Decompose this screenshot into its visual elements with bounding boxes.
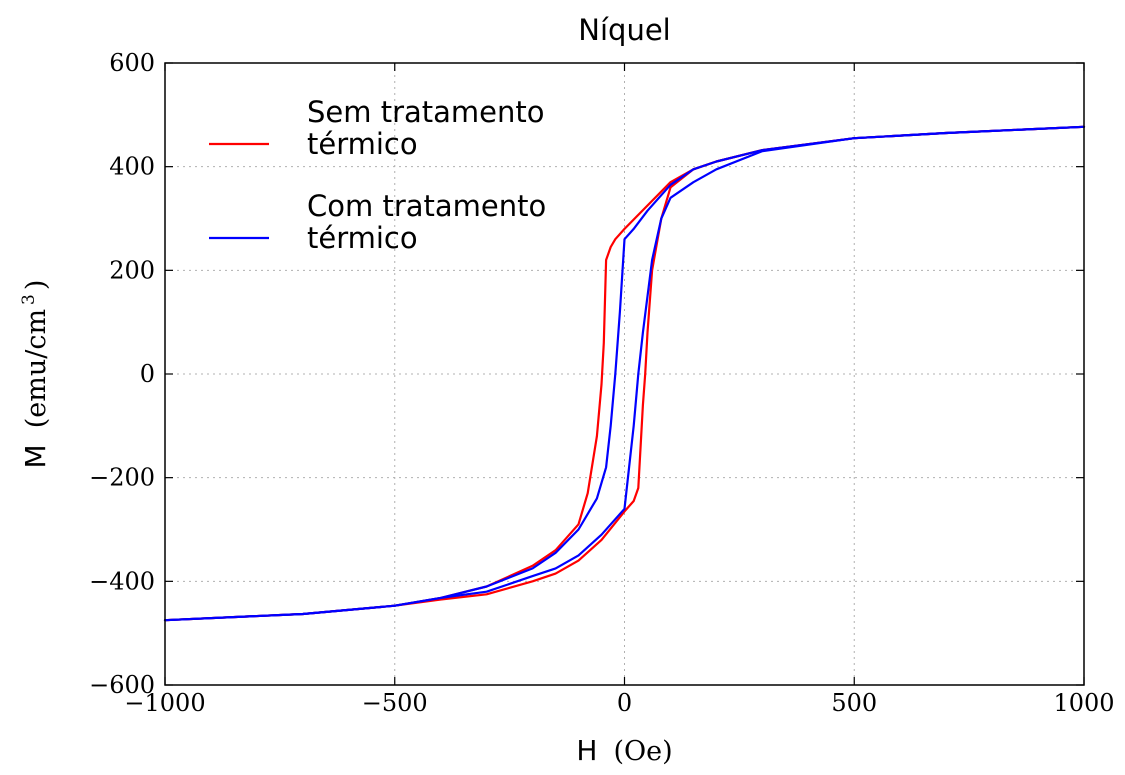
y-tick-label: 200 [109,256,155,284]
legend-label-2-line-2: térmico [307,221,418,255]
y-axis-label: M (emu/cm 3 ) [19,280,52,469]
legend-label-1-line-2: térmico [307,127,418,161]
legend-label-1-line-1: Sem tratamento [307,95,545,129]
y-axis-unit: (emu/cm [21,309,52,428]
series-2-branch-1 [163,125,1086,622]
x-tick-label: 1000 [1053,689,1114,717]
y-tick-label: 0 [140,360,155,388]
y-tick-label: −400 [89,567,155,595]
y-axis-unit-superscript: 3 [19,294,39,305]
legend-label-2-line-1: Com tratamento [307,189,546,223]
y-tick-label: −200 [89,464,155,492]
x-axis-symbol: H [576,734,597,767]
tick-labels: −1000 −500 0 500 1000 −600 −400 −200 0 200 400 600 [89,49,1114,717]
chart-title: Níquel [578,13,670,47]
y-axis-unit-close: ) [21,280,52,291]
y-axis-symbol: M [19,444,52,468]
x-tick-label: −1000 [124,689,205,717]
x-axis-unit: (Oe) [613,736,672,767]
grid [165,63,1084,685]
axis-ticks [164,62,1085,686]
y-tick-label: −600 [89,671,155,699]
x-tick-label: −500 [362,689,428,717]
y-tick-label: 600 [109,49,155,77]
series-lines [163,125,1086,622]
x-axis-label: H (Oe) [576,734,672,767]
x-tick-label: 0 [617,689,632,717]
series-2-branch-2 [163,125,1086,622]
y-tick-label: 400 [109,153,155,181]
x-tick-label: 500 [831,689,877,717]
